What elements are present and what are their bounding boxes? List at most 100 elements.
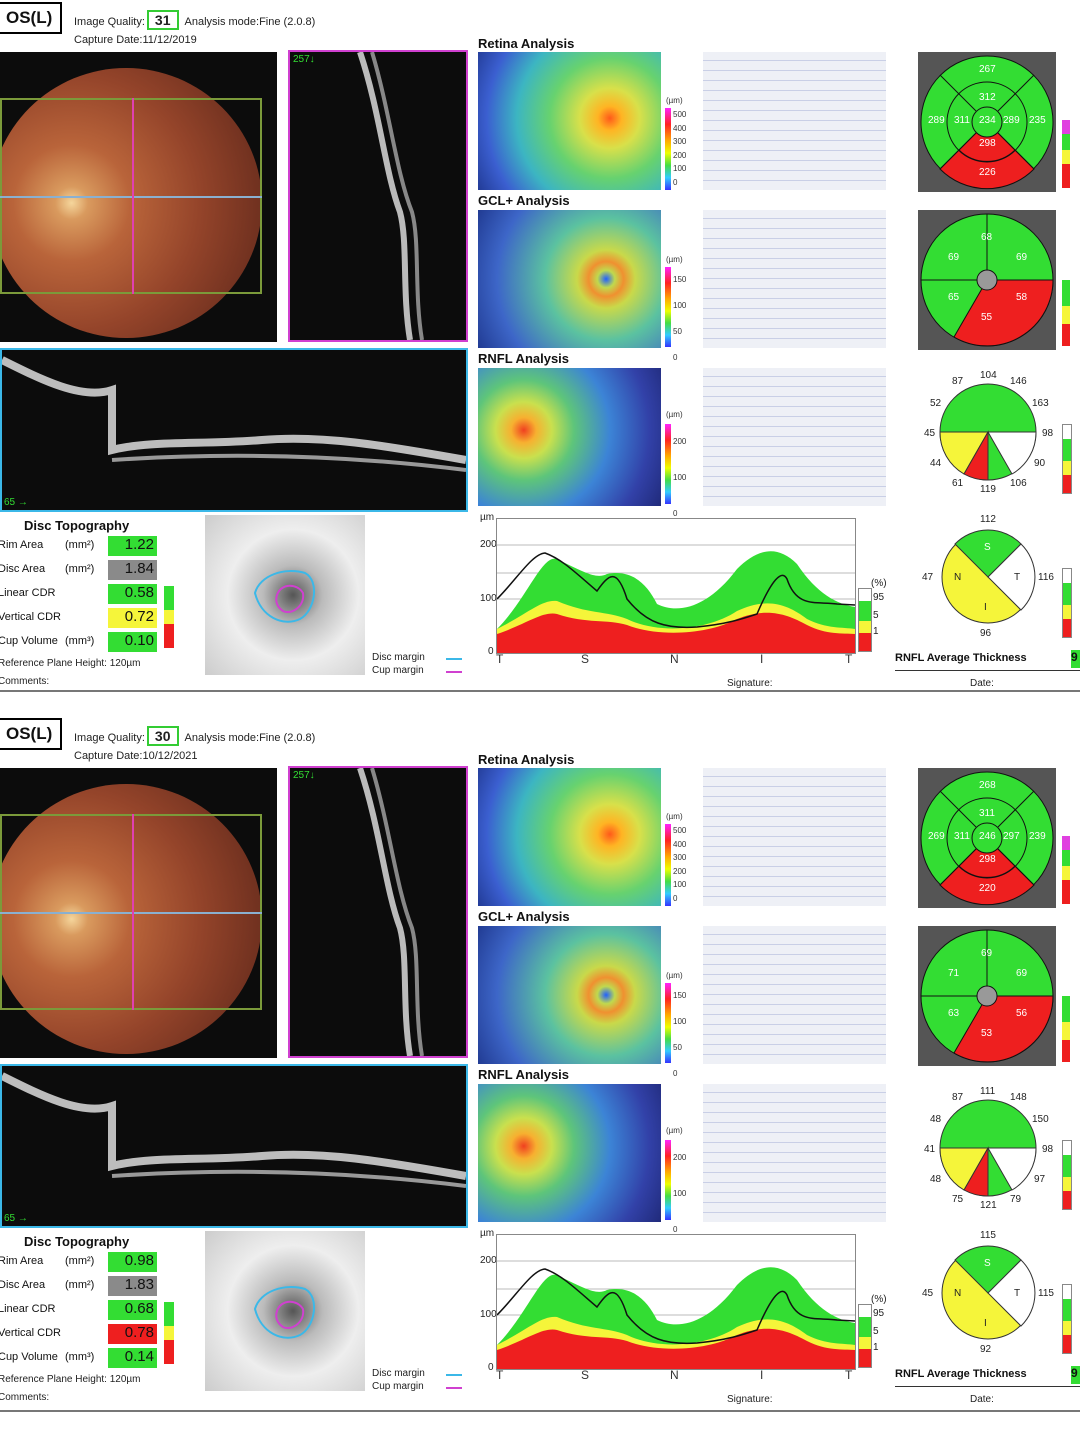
retina-thickness-map[interactable]	[478, 768, 661, 906]
rnfl-quadrant-inferior-value: 96	[980, 628, 992, 639]
retina-layers-vertical	[357, 52, 424, 340]
tsnit-x-tick: I	[760, 1368, 764, 1382]
tsnit-graph[interactable]	[496, 1234, 856, 1370]
rnfl-clock-7: 75	[952, 1194, 964, 1205]
gcl-thickness-map[interactable]	[478, 926, 661, 1064]
gcl-thickness-map[interactable]	[478, 210, 661, 348]
disc-row: Rim Area (mm²) 1.22	[0, 536, 158, 556]
scale-tick: 300	[673, 853, 687, 862]
scale-tick: 100	[673, 1189, 687, 1198]
comments-label: Comments:	[0, 676, 50, 687]
retina-thickness-map[interactable]	[478, 52, 661, 190]
retina-etdrs-panel[interactable]: 267 312 289 311 234 289 235 298 226	[918, 52, 1056, 192]
retina-etdrs-panel[interactable]: 268 311 269 311 246 297 239 298 220	[918, 768, 1056, 908]
rnfl-quadrant-superior-value: 115	[980, 1230, 996, 1241]
etdrs-legend-bar	[1062, 836, 1070, 904]
capture-date: Capture Date:10/12/2021	[74, 750, 198, 762]
gcl-inferotemporal: 63	[948, 1008, 960, 1019]
retina-deviation-map[interactable]	[703, 768, 886, 906]
horizontal-scan-line	[0, 912, 262, 914]
tsnit-y-tick: 200	[480, 539, 497, 550]
etdrs-superior-outer: 268	[979, 780, 996, 791]
analysis-mode: Analysis mode:Fine (2.0.8)	[184, 732, 316, 744]
rnfl-clock-legend-bar	[1062, 1140, 1072, 1210]
vertical-bscan[interactable]: 257↓	[288, 50, 468, 342]
bscan-index-label: 257↓	[293, 770, 315, 781]
gcl-sector-panel[interactable]: 69 71 69 63 53 56	[918, 926, 1056, 1066]
etdrs-temporal-inner: 311	[954, 115, 970, 126]
tsnit-x-tick: N	[670, 652, 679, 666]
disc-row: Cup Volume (mm³) 0.10	[0, 632, 158, 652]
disc-image[interactable]	[205, 515, 365, 675]
disc-row: Disc Area (mm²) 1.83	[0, 1276, 158, 1296]
rnfl-quadrant-nasal-label: T	[1014, 572, 1021, 583]
comments-label: Comments:	[0, 1392, 50, 1403]
tsnit-graph[interactable]	[496, 518, 856, 654]
tsnit-y-tick: 0	[488, 646, 494, 657]
rnfl-quadrant-inferior-label: I	[984, 602, 987, 613]
gcl-sector-grid	[920, 213, 1054, 347]
fundus-photo-panel[interactable]	[0, 768, 277, 1058]
rnfl-clock-11: 87	[952, 1092, 964, 1103]
gcl-scale-unit: (µm)	[666, 255, 683, 264]
disc-row-unit: (mm²)	[65, 563, 95, 575]
disc-row-unit: (mm³)	[65, 1351, 95, 1363]
rnfl-scale-unit: (µm)	[666, 410, 683, 419]
rnfl-clock-legend-bar	[1062, 424, 1072, 494]
fundus-photo-panel[interactable]	[0, 52, 277, 342]
rnfl-clock-12: 104	[980, 370, 997, 381]
horizontal-bscan[interactable]: 65 →	[0, 348, 468, 512]
horizontal-bscan[interactable]: 65 →	[0, 1064, 468, 1228]
rnfl-quadrant-superior-label: S	[984, 1258, 991, 1269]
disc-row-label: Cup Volume	[0, 1351, 58, 1363]
disc-margins	[253, 570, 316, 623]
bscan-index-label: 65 →	[4, 1213, 28, 1224]
rnfl-thickness-map[interactable]	[478, 368, 661, 506]
disc-row: Vertical CDR 0.72	[0, 608, 158, 628]
gcl-legend-bar	[1062, 280, 1070, 346]
cup-volume-value: 0.14	[108, 1348, 157, 1368]
disc-image[interactable]	[205, 1231, 365, 1391]
rnfl-color-scale	[665, 1140, 671, 1220]
disc-row: Rim Area (mm²) 0.98	[0, 1252, 158, 1272]
rnfl-deviation-map[interactable]	[703, 368, 886, 506]
rnfl-clock-1: 146	[1010, 376, 1027, 387]
rnfl-deviation-map[interactable]	[703, 1084, 886, 1222]
rnfl-clock-chart[interactable]: 111 148 150 98 97 79 121 75 48 41 48 87	[918, 1082, 1058, 1216]
vertical-bscan[interactable]: 257↓	[288, 766, 468, 1058]
gcl-analysis-title: GCL+ Analysis	[478, 193, 570, 208]
gcl-deviation-map[interactable]	[703, 926, 886, 1064]
disc-row-unit: (mm²)	[65, 1279, 95, 1291]
disc-row-label: Vertical CDR	[0, 611, 61, 623]
retina-etdrs-grid	[920, 55, 1054, 190]
horizontal-scan-line	[0, 196, 262, 198]
gcl-sector-panel[interactable]: 68 69 69 65 55 58	[918, 210, 1056, 350]
tsnit-plot	[497, 1260, 855, 1369]
rnfl-quadrant-chart[interactable]: 112 S 47 N T 116 I 96	[918, 510, 1058, 640]
scale-tick: 400	[673, 123, 687, 133]
gcl-inferior: 55	[981, 312, 993, 323]
gcl-deviation-map[interactable]	[703, 210, 886, 348]
retina-scale-ticks: 500 400 300 200 100 0	[673, 824, 686, 905]
tsnit-x-tick: S	[581, 652, 590, 666]
gcl-superonasal: 69	[1016, 252, 1028, 263]
gcl-scale-ticks: 150 100 50 0	[673, 267, 686, 371]
cup-margin-swatch	[446, 671, 462, 673]
disc-area-value: 1.84	[108, 560, 157, 580]
rnfl-average-value: 9	[1071, 1366, 1080, 1384]
disc-row-unit: (mm²)	[65, 539, 95, 551]
retina-deviation-map[interactable]	[703, 52, 886, 190]
rnfl-clock-12: 111	[980, 1086, 996, 1097]
rnfl-thickness-map[interactable]	[478, 1084, 661, 1222]
rnfl-clock-chart[interactable]: 104 146 163 98 90 106 119 61 44 45 52 87	[918, 366, 1058, 500]
disc-legend-bar	[164, 1302, 174, 1364]
rnfl-quadrant-chart[interactable]: 115 S 45 N T 115 I 92	[918, 1226, 1058, 1356]
disc-topography-title: Disc Topography	[24, 1234, 130, 1249]
etdrs-inferior-inner: 298	[979, 138, 996, 149]
disc-row: Linear CDR 0.68	[0, 1300, 158, 1320]
retina-color-scale	[665, 108, 671, 190]
retina-analysis-title: Retina Analysis	[478, 36, 575, 51]
rnfl-quadrant-temporal-value: 45	[922, 1288, 934, 1299]
disc-row-label: Vertical CDR	[0, 1327, 61, 1339]
date-label: Date:	[970, 1394, 994, 1405]
